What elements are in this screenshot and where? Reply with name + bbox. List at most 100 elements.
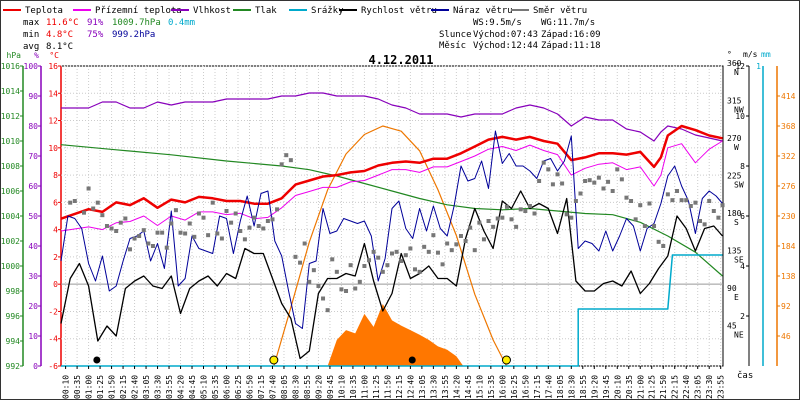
wind-direction-point bbox=[638, 203, 643, 208]
wind-direction-point bbox=[514, 224, 519, 229]
info-block: WS:9.5m/s WG:11.7m/s Slunce Východ:07:43… bbox=[439, 18, 601, 51]
x-tick-label: 02:15 bbox=[119, 375, 128, 399]
x-tick-label: 06:50 bbox=[245, 375, 254, 399]
wind-direction-point bbox=[325, 308, 330, 313]
wind-direction-point bbox=[440, 262, 445, 267]
humidity-axis-tick-label: 90 bbox=[28, 92, 38, 101]
wind-direction-point bbox=[675, 189, 680, 193]
wind-direction-point bbox=[160, 230, 165, 235]
wind-direction-point bbox=[541, 160, 546, 165]
wind-direction-point bbox=[279, 162, 284, 167]
direction-tick-label: 45 bbox=[727, 322, 737, 331]
wind-direction-point bbox=[247, 225, 252, 230]
wind-direction-point bbox=[81, 210, 86, 215]
wind-axis-unit: m/s bbox=[743, 50, 758, 59]
wind-direction-point bbox=[344, 289, 349, 293]
wind-direction-point bbox=[275, 207, 280, 212]
wind-direction-point bbox=[532, 211, 537, 216]
wind-direction-point bbox=[578, 191, 583, 196]
direction-tick-label: 315 bbox=[727, 97, 742, 106]
wind-direction-point bbox=[707, 199, 712, 203]
stats-avg-label: avg bbox=[23, 42, 39, 52]
rain-axis-unit: mm bbox=[761, 50, 771, 59]
direction-tick-label: N bbox=[734, 68, 739, 77]
plot-area bbox=[60, 92, 725, 367]
radiation-tick-label: 46 bbox=[781, 332, 791, 341]
wind-direction-point bbox=[652, 224, 657, 228]
wind-direction-point bbox=[684, 198, 689, 203]
x-tick-label: 16:50 bbox=[521, 375, 530, 399]
wind-gust-max: WG:11.7m/s bbox=[541, 18, 595, 28]
temperature-axis-tick-label: 2 bbox=[53, 253, 58, 262]
temperature-axis-tick-label: -6 bbox=[48, 362, 58, 371]
pressure-axis-tick-label: 1012 bbox=[1, 112, 20, 121]
wind-direction-point bbox=[357, 279, 362, 284]
wind-direction-point bbox=[210, 200, 215, 205]
wind-direction-point bbox=[192, 234, 197, 239]
wind-direction-point bbox=[169, 221, 174, 226]
wind-direction-point bbox=[270, 217, 275, 222]
stats-max-label: max bbox=[23, 18, 40, 28]
stats-max-hum: 91% bbox=[87, 18, 104, 28]
wind-direction-point bbox=[468, 225, 473, 230]
direction-axis-unit: ° bbox=[727, 50, 732, 59]
humidity-axis-tick-label: 10 bbox=[28, 332, 38, 341]
x-tick-label: 05:35 bbox=[211, 375, 220, 399]
temperature-axis-tick-label: 10 bbox=[48, 144, 58, 153]
wind-direction-point bbox=[698, 219, 703, 223]
wind-direction-point bbox=[619, 177, 624, 182]
stats-min-temp: 4.8°C bbox=[46, 30, 73, 40]
direction-tick-label: SE bbox=[734, 256, 744, 265]
legend: Teplota Přízemní teplota Vlhkost Tlak Srážky… bbox=[3, 6, 587, 16]
ground-temperature-series bbox=[60, 140, 723, 232]
x-tick-label: 17:15 bbox=[533, 375, 542, 399]
wind-direction-point bbox=[256, 224, 261, 228]
x-tick-label: 09:45 bbox=[326, 375, 335, 399]
sun-label: Slunce bbox=[439, 30, 472, 40]
wind-direction-point bbox=[155, 230, 160, 235]
moon-marker bbox=[93, 356, 101, 364]
wind-direction-point bbox=[573, 199, 578, 203]
wind-direction-point bbox=[178, 230, 183, 235]
humidity-axis-tick-label: 20 bbox=[28, 302, 38, 311]
wind-direction-point bbox=[132, 236, 137, 241]
legend-label: Přízemní teplota bbox=[95, 6, 182, 16]
legend-label: Vlhkost bbox=[193, 6, 231, 16]
temperature-axis-tick-label: -2 bbox=[48, 307, 58, 316]
x-tick-label: 12:40 bbox=[406, 375, 415, 399]
x-tick-label: 03:30 bbox=[154, 375, 163, 399]
rain-series bbox=[61, 254, 723, 367]
temperature-axis-tick-label: 6 bbox=[53, 198, 58, 207]
wind-direction-point bbox=[569, 215, 574, 220]
x-tick-label: 14:45 bbox=[464, 375, 473, 399]
wind-direction-point bbox=[339, 287, 344, 292]
pressure-axis-tick-label: 998 bbox=[6, 287, 21, 296]
wind-direction-point bbox=[500, 215, 505, 220]
radiation-tick-label: 322 bbox=[781, 152, 796, 161]
direction-tick-label: 90 bbox=[727, 284, 737, 293]
wind-direction-point bbox=[472, 248, 477, 253]
direction-tick-label: 180 bbox=[727, 209, 742, 218]
x-tick-label: 07:15 bbox=[257, 375, 266, 399]
wind-direction-point bbox=[537, 179, 542, 183]
x-tick-label: 01:25 bbox=[96, 375, 105, 399]
wind-direction-point bbox=[353, 286, 358, 291]
pressure-axis-tick-label: 996 bbox=[6, 312, 21, 321]
sun-rise: Východ:07:43 bbox=[473, 30, 538, 40]
wind-direction-point bbox=[587, 178, 592, 183]
sun-marker bbox=[269, 355, 279, 365]
wind-direction-point bbox=[91, 206, 96, 211]
x-tick-label: 19:20 bbox=[590, 375, 599, 399]
wind-direction-point bbox=[486, 219, 491, 223]
legend-label: Směr větru bbox=[533, 6, 587, 16]
temperature-axis-tick-label: 8 bbox=[53, 171, 58, 180]
pressure-axis-tick-label: 1010 bbox=[1, 137, 20, 146]
wind-direction-point bbox=[679, 198, 684, 203]
wind-direction-point bbox=[560, 181, 565, 186]
x-tick-label: 14:20 bbox=[452, 375, 461, 399]
pressure-series bbox=[60, 144, 723, 277]
wind-direction-point bbox=[518, 207, 523, 212]
temperature-axis-unit: °C bbox=[49, 51, 59, 60]
wind-direction-point bbox=[316, 284, 321, 288]
